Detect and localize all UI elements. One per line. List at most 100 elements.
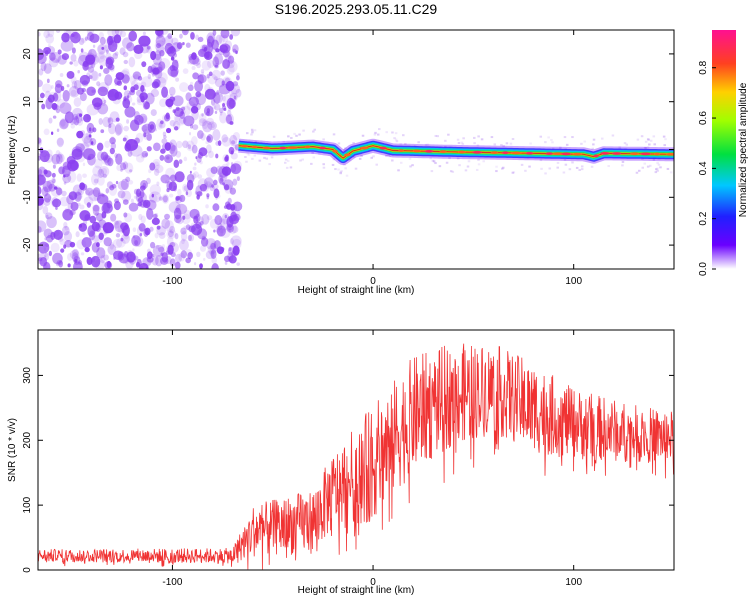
noise-blob — [193, 171, 199, 178]
noise-blob — [38, 195, 44, 206]
noise-blob — [147, 121, 156, 133]
noise-speck — [562, 171, 566, 174]
noise-speck — [438, 165, 442, 168]
noise-blob — [121, 190, 132, 202]
track-peak — [640, 152, 652, 156]
noise-blob — [197, 48, 207, 58]
noise-blob — [182, 140, 189, 149]
noise-blob — [160, 252, 164, 256]
noise-blob — [48, 117, 53, 124]
noise-blob — [146, 133, 152, 142]
noise-speck — [666, 167, 670, 170]
noise-blob — [150, 89, 160, 97]
noise-blob — [56, 128, 60, 133]
noise-blob — [189, 124, 194, 129]
noise-speck — [372, 155, 375, 158]
noise-blob — [121, 74, 130, 84]
noise-blob — [200, 244, 207, 252]
noise-blob — [136, 98, 144, 106]
noise-blob — [212, 105, 217, 110]
noise-speck — [556, 161, 560, 164]
track-peak — [319, 146, 326, 150]
noise-blob — [89, 70, 98, 82]
noise-blob — [155, 255, 163, 267]
noise-speck — [563, 136, 567, 139]
noise-blob — [199, 183, 208, 192]
spectrogram-xlabel: Height of straight line (km) — [298, 285, 415, 296]
noise-speck — [295, 134, 298, 137]
noise-blob — [210, 249, 217, 259]
noise-blob — [43, 169, 48, 175]
noise-blob — [73, 97, 82, 107]
noise-speck — [352, 142, 355, 145]
noise-blob — [147, 73, 151, 80]
noise-blob — [85, 189, 90, 196]
noise-blob — [219, 227, 226, 234]
noise-speck — [482, 160, 485, 163]
noise-blob — [168, 105, 173, 109]
track-peak — [412, 149, 421, 153]
noise-speck — [285, 166, 289, 169]
noise-blob — [193, 95, 197, 100]
noise-blob — [102, 202, 110, 213]
noise-speck — [286, 160, 290, 163]
noise-speck — [358, 157, 362, 160]
noise-blob — [200, 237, 209, 247]
noise-blob — [43, 30, 50, 39]
noise-blob — [207, 73, 218, 85]
spectrogram-ytick-label: 20 — [22, 48, 33, 60]
noise-blob — [79, 182, 86, 190]
noise-blob — [163, 135, 167, 139]
noise-blob — [161, 218, 171, 229]
noise-speck — [511, 171, 515, 174]
noise-speck — [404, 142, 407, 145]
noise-blob — [120, 168, 123, 172]
noise-blob — [161, 138, 168, 145]
noise-speck — [556, 166, 559, 169]
noise-blob — [68, 191, 78, 201]
noise-blob — [205, 238, 217, 250]
snr-ytick-label: 100 — [22, 496, 33, 513]
spectrogram-ytick-label: -10 — [22, 190, 33, 205]
noise-blob — [228, 255, 237, 264]
noise-speck — [575, 166, 579, 169]
noise-blob — [98, 118, 103, 125]
noise-blob — [90, 173, 99, 186]
track-peak — [279, 146, 287, 150]
noise-speck — [322, 163, 325, 166]
track-peak — [344, 153, 351, 157]
noise-blob — [232, 44, 239, 54]
noise-blob — [161, 244, 166, 249]
noise-blob — [80, 142, 90, 151]
noise-speck — [263, 156, 266, 159]
noise-blob — [64, 240, 73, 248]
noise-blob — [226, 216, 234, 228]
noise-blob — [186, 225, 193, 232]
noise-blob — [67, 170, 77, 183]
noise-blob — [62, 208, 74, 221]
noise-blob — [175, 77, 180, 82]
noise-blob — [191, 66, 196, 70]
noise-speck — [473, 136, 476, 139]
noise-blob — [175, 150, 182, 158]
noise-blob — [73, 80, 82, 91]
noise-blob — [98, 72, 102, 77]
noise-blob — [48, 250, 52, 257]
noise-blob — [219, 111, 228, 124]
noise-blob — [61, 168, 67, 174]
noise-blob — [221, 163, 230, 173]
noise-blob — [171, 180, 177, 188]
noise-blob — [52, 115, 57, 119]
noise-blob — [178, 159, 183, 164]
noise-blob — [87, 225, 96, 237]
noise-blob — [104, 140, 111, 149]
noise-blob — [61, 32, 70, 43]
noise-blob — [194, 162, 197, 166]
noise-blob — [42, 180, 53, 193]
noise-blob — [38, 138, 43, 146]
colorbar-tick-label: 0.8 — [698, 60, 709, 74]
noise-blob — [107, 117, 112, 123]
noise-speck — [607, 165, 610, 168]
noise-blob — [52, 178, 56, 184]
noise-speck — [580, 168, 584, 171]
